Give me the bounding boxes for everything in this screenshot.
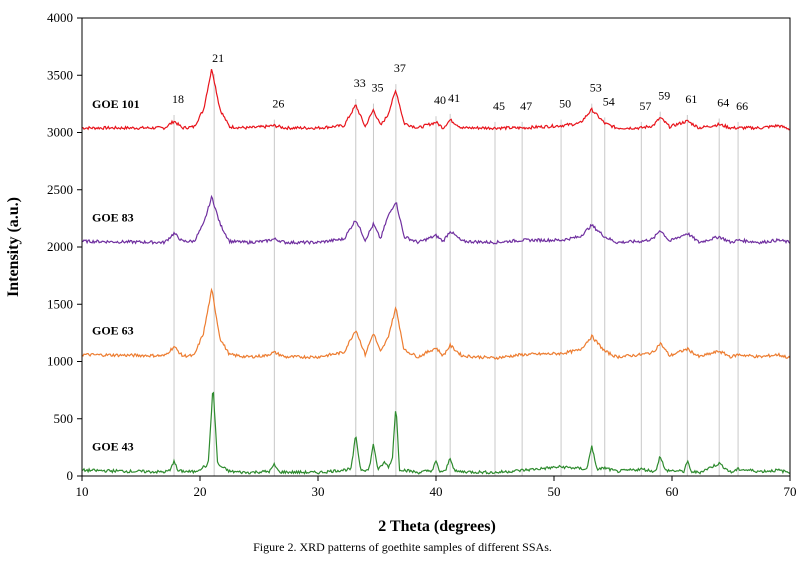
series-label: GOE 43	[92, 439, 134, 453]
series-line	[81, 194, 791, 246]
figure-caption: Figure 2. XRD patterns of goethite sampl…	[253, 540, 552, 554]
y-tick-label: 1500	[47, 296, 73, 311]
peak-label: 45	[493, 99, 505, 113]
peak-label: 54	[603, 94, 615, 108]
series-label: GOE 83	[92, 210, 134, 224]
x-tick-label: 10	[76, 484, 89, 499]
series-line	[81, 391, 791, 475]
y-tick-label: 500	[54, 411, 74, 426]
y-tick-label: 2000	[47, 239, 73, 254]
series-label: GOE 63	[92, 324, 134, 338]
x-tick-label: 60	[666, 484, 679, 499]
y-tick-label: 0	[67, 468, 74, 483]
peak-marker-lines	[173, 74, 739, 476]
series-line	[81, 287, 791, 361]
peak-label: 50	[559, 97, 571, 111]
x-tick-label: 50	[548, 484, 561, 499]
peak-label: 53	[590, 81, 602, 95]
x-tick-label: 30	[312, 484, 325, 499]
peak-label: 37	[394, 61, 406, 75]
peak-label: 41	[448, 91, 460, 105]
series-goe-83	[81, 194, 791, 246]
x-tick-label: 40	[430, 484, 443, 499]
y-tick-label: 4000	[47, 10, 73, 25]
y-axis-title: Intensity (a.u.)	[5, 197, 22, 297]
y-tick-label: 3000	[47, 125, 73, 140]
series-goe-63	[81, 287, 791, 361]
peak-label: 33	[354, 76, 366, 90]
peak-label: 47	[520, 99, 532, 113]
series-goe-43	[81, 391, 791, 475]
y-tick-label: 1000	[47, 354, 73, 369]
axes: 0 500 1000 1500 2000 2500 3000 3500 4000 10 20 30 40…	[47, 10, 797, 499]
x-tick-label: 20	[194, 484, 207, 499]
peak-label: 66	[736, 99, 748, 113]
peak-label: 59	[658, 89, 670, 103]
series-label: GOE 101	[92, 97, 140, 111]
peak-label: 18	[172, 92, 184, 106]
x-axis-title: 2 Theta (degrees)	[378, 518, 496, 535]
peak-label: 57	[639, 99, 651, 113]
series-labels: GOE 101 GOE 83 GOE 63 GOE 43	[92, 97, 140, 453]
peak-label: 35	[371, 81, 383, 95]
peak-label: 26	[272, 97, 284, 111]
y-tick-label: 3500	[47, 67, 73, 82]
peak-label: 61	[685, 92, 697, 106]
xrd-chart: 0 500 1000 1500 2000 2500 3000 3500 4000 10 20 30 40…	[5, 10, 797, 535]
x-tick-label: 70	[784, 484, 797, 499]
series-line	[81, 69, 791, 131]
series-goe-101	[81, 69, 791, 131]
peak-label: 21	[212, 51, 224, 65]
series-layer	[81, 69, 791, 475]
peak-label: 64	[717, 95, 729, 109]
peak-label: 40	[434, 93, 446, 107]
y-tick-label: 2500	[47, 182, 73, 197]
